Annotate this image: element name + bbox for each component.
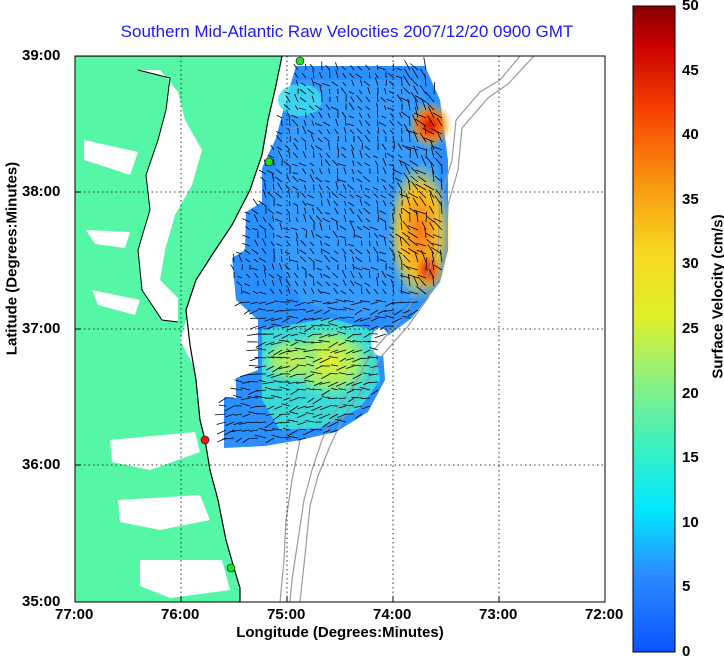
x-tick-label: 77:00 [55,606,93,623]
velocity-vector [306,64,307,70]
velocity-vector [256,406,266,407]
velocity-vector [249,374,258,375]
velocity-vector [402,77,403,86]
colorbar [633,6,675,652]
y-tick-label: 39:00 [22,47,60,64]
colorbar-tick-label: 35 [682,191,699,208]
y-tick-label: 37:00 [22,320,60,337]
x-tick-label: 76:00 [161,606,199,623]
y-tick-label: 38:00 [22,183,60,200]
velocity-vector [402,136,403,142]
x-tick-label: 74:00 [373,606,411,623]
velocity-vector [410,116,411,126]
station-marker [265,158,273,166]
x-tick-label: 73:00 [479,606,517,623]
colorbar-tick-label: 0 [682,643,690,660]
colorbar-label: Surface Velocity (cm/s) [710,177,724,417]
colorbar-tick-label: 15 [682,449,699,466]
x-axis-label: Longitude (Degrees:Minutes) [75,624,605,641]
station-marker [201,436,209,444]
x-tick-label: 72:00 [585,606,623,623]
colorbar-tick-label: 25 [682,320,699,337]
x-tick-label: 75:00 [267,606,305,623]
velocity-vector [339,310,347,311]
velocity-vector [353,326,362,327]
colorbar-tick-label: 45 [682,62,699,79]
colorbar-tick-label: 5 [682,578,690,595]
velocity-vector [314,184,315,190]
velocity-vector [240,302,250,303]
velocity-vector [306,230,307,238]
colorbar-tick-label: 40 [682,126,699,143]
velocity-vector [338,143,339,150]
velocity-vector [386,222,387,230]
y-tick-label: 36:00 [22,456,60,473]
velocity-vector [251,438,259,439]
station-marker [227,564,235,572]
colorbar-tick-label: 10 [682,514,699,531]
velocity-vector [378,215,379,222]
velocity-vector [362,240,363,246]
velocity-vector [282,256,283,262]
station-marker [296,57,304,65]
colorbar-tick-label: 20 [682,385,699,402]
velocity-vector [338,175,339,183]
velocity-vector [279,414,290,415]
velocity-vector [378,127,379,134]
velocity-vector [290,201,291,206]
velocity-vector [250,318,258,319]
colorbar-tick-label: 30 [682,255,699,272]
y-axis-label: Latitude (Degrees:Minutes) [4,149,21,369]
colorbar-tick-label: 50 [682,0,699,14]
velocity-vector [298,248,299,254]
velocity-vector [298,264,299,270]
velocity-vector [378,167,379,174]
velocity-vector [370,240,371,246]
velocity-vector [370,256,371,262]
velocity-vector [298,374,306,375]
velocity-vector [362,143,363,150]
